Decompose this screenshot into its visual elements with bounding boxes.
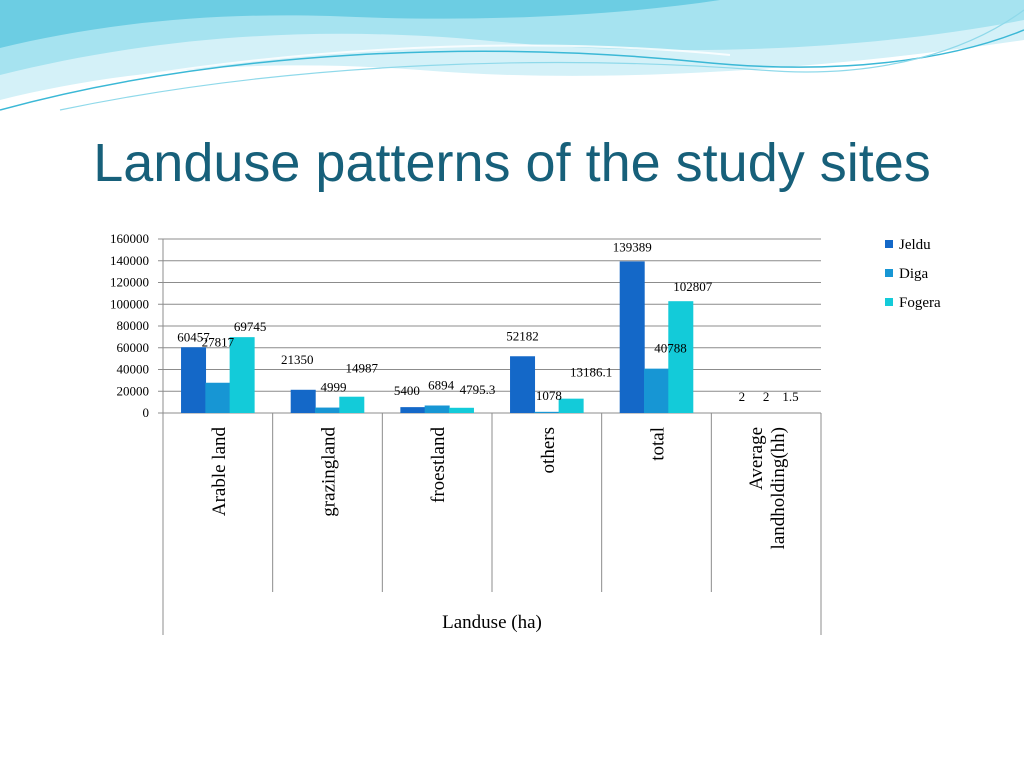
category-label: Average landholding(hh) bbox=[746, 427, 789, 549]
legend: Jeldu Diga Fogera bbox=[885, 237, 941, 311]
data-labels: 60457 21350 5400 52182 139389 2 27817 4999 6894 1… bbox=[177, 239, 798, 404]
header-wave-decoration bbox=[0, 0, 1024, 111]
slide-title: Landuse patterns of the study sites bbox=[93, 133, 931, 193]
bar-jeldu-1 bbox=[290, 389, 316, 413]
data-label: 21350 bbox=[281, 352, 314, 367]
data-label: 69745 bbox=[234, 319, 267, 334]
data-label: 60457 bbox=[177, 329, 210, 344]
y-tick-label: 20000 bbox=[117, 383, 150, 398]
data-label: 14987 bbox=[346, 361, 379, 376]
y-tick-label: 60000 bbox=[117, 340, 150, 355]
data-label: 4795.3 bbox=[460, 382, 496, 397]
category-label-line: grazingland bbox=[319, 427, 340, 517]
category-label-line: total bbox=[648, 427, 669, 461]
legend-swatch-diga bbox=[885, 269, 893, 277]
category-label-line: Arable land bbox=[209, 427, 230, 517]
category-label: others bbox=[538, 427, 559, 473]
bar-diga-3 bbox=[534, 411, 560, 413]
category-label-line: others bbox=[538, 427, 559, 473]
bar-diga-0 bbox=[205, 382, 231, 413]
data-label: 2 bbox=[739, 389, 746, 404]
data-label: 5400 bbox=[394, 383, 420, 398]
data-label: 1078 bbox=[536, 388, 562, 403]
y-tick-label: 80000 bbox=[117, 318, 150, 333]
bar-fogera-3 bbox=[558, 398, 584, 413]
legend-label-fogera: Fogera bbox=[899, 295, 941, 311]
data-label: 1.5 bbox=[782, 389, 798, 404]
category-labels: Arable land grazingland froestland others to… bbox=[209, 427, 789, 550]
category-label: froestland bbox=[428, 427, 449, 503]
category-label-line: froestland bbox=[428, 427, 449, 503]
y-tick-label: 160000 bbox=[110, 231, 149, 246]
category-label: grazingland bbox=[319, 427, 340, 517]
bar-jeldu-3 bbox=[510, 356, 536, 413]
data-label: 40788 bbox=[654, 341, 687, 356]
legend-swatch-fogera bbox=[885, 298, 893, 306]
bar-jeldu-4 bbox=[619, 261, 645, 413]
y-tick-label: 100000 bbox=[110, 296, 149, 311]
bar-fogera-2 bbox=[448, 407, 474, 413]
bar-fogera-1 bbox=[339, 396, 365, 413]
bar-jeldu-2 bbox=[400, 407, 426, 413]
y-tick-label: 0 bbox=[143, 405, 150, 420]
category-label-line: Average bbox=[746, 427, 767, 490]
bar-fogera-0 bbox=[229, 337, 255, 413]
category-label: Arable land bbox=[209, 427, 230, 517]
legend-swatch-jeldu bbox=[885, 240, 893, 248]
bar-diga-4 bbox=[644, 368, 669, 413]
gridlines bbox=[163, 238, 821, 414]
x-axis-title: Landuse (ha) bbox=[442, 612, 542, 633]
y-tick-labels: 0 20000 40000 60000 80000 100000 120000 140000 1… bbox=[110, 231, 149, 420]
bar-fogera-4 bbox=[668, 301, 694, 413]
data-label: 13186.1 bbox=[570, 365, 612, 380]
axes bbox=[158, 238, 822, 635]
data-label: 2 bbox=[763, 389, 770, 404]
y-tick-label: 40000 bbox=[117, 362, 150, 377]
legend-label-jeldu: Jeldu bbox=[899, 237, 931, 253]
data-label: 139389 bbox=[613, 239, 652, 254]
category-label: total bbox=[648, 427, 669, 461]
data-label: 27817 bbox=[202, 335, 235, 350]
legend-label-diga: Diga bbox=[899, 266, 929, 282]
data-label: 6894 bbox=[428, 378, 455, 393]
y-tick-label: 120000 bbox=[110, 275, 149, 290]
bar-diga-1 bbox=[315, 407, 340, 413]
data-label: 4999 bbox=[321, 380, 347, 395]
y-tick-label: 140000 bbox=[110, 253, 149, 268]
category-label-line: landholding(hh) bbox=[768, 427, 789, 549]
bar-jeldu-0 bbox=[181, 347, 207, 413]
data-label: 102807 bbox=[673, 279, 713, 294]
bar-diga-2 bbox=[424, 405, 450, 413]
data-label: 52182 bbox=[506, 328, 539, 343]
bars bbox=[181, 261, 803, 413]
